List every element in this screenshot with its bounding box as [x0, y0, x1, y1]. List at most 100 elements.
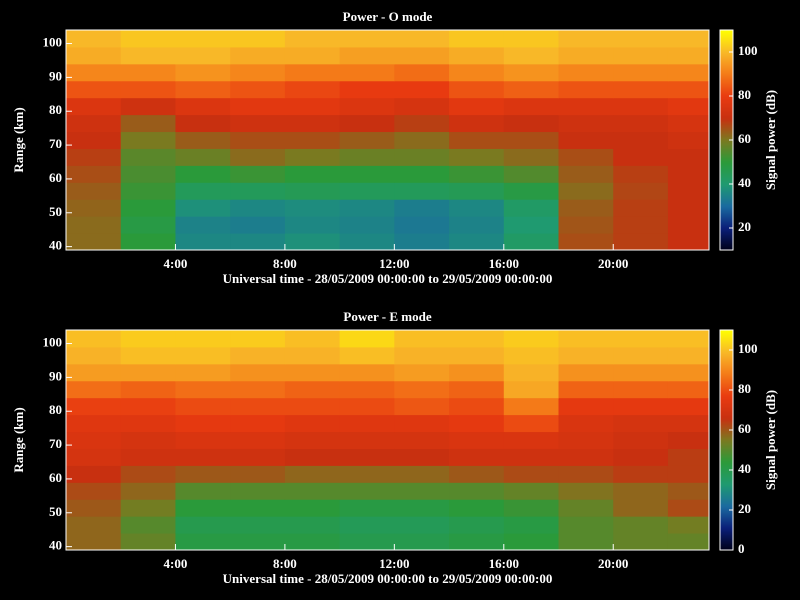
- heat-cell: [613, 80, 669, 99]
- heat-cell: [613, 516, 669, 534]
- heat-cell: [339, 465, 395, 483]
- heat-cell: [667, 533, 710, 551]
- heat-cell: [339, 30, 395, 48]
- heat-cell: [503, 233, 560, 251]
- heat-cell: [230, 233, 286, 251]
- heat-cell: [175, 533, 231, 551]
- heat-cell: [120, 397, 176, 416]
- colorbar-step: [720, 74, 733, 77]
- heat-cell: [394, 397, 450, 416]
- colorbar-step: [720, 84, 733, 87]
- heat-cell: [66, 397, 122, 416]
- heat-cell: [120, 30, 176, 48]
- heat-cell: [558, 380, 614, 399]
- heat-cell: [230, 448, 286, 466]
- colorbar-step: [720, 348, 733, 351]
- colorbar-step: [720, 486, 733, 489]
- heat-cell: [558, 30, 614, 48]
- heat-cell: [558, 516, 614, 534]
- x-tick-label: 4:00: [164, 556, 188, 571]
- x-axis-label: Universal time - 28/05/2009 00:00:00 to …: [223, 271, 553, 286]
- heat-cell: [120, 63, 176, 82]
- colorbar-step: [720, 540, 733, 543]
- x-axis-label: Universal time - 28/05/2009 00:00:00 to …: [223, 571, 553, 586]
- colorbar-step: [720, 418, 733, 421]
- heat-cell: [394, 414, 450, 433]
- heat-cell: [558, 131, 614, 149]
- colorbar-step: [720, 492, 733, 495]
- colorbar-step: [720, 30, 733, 33]
- heat-cell: [120, 233, 176, 251]
- heat-cell: [230, 499, 286, 517]
- heat-cell: [230, 414, 286, 433]
- colorbar-step: [720, 106, 733, 109]
- heat-cell: [558, 465, 614, 483]
- colorbar-step: [720, 36, 733, 39]
- colorbar-step: [720, 362, 733, 365]
- heat-cell: [230, 533, 286, 551]
- colorbar-step: [720, 118, 733, 121]
- heat-cell: [667, 165, 710, 183]
- heat-cell: [503, 80, 560, 99]
- colorbar-step: [720, 212, 733, 215]
- heat-cell: [394, 499, 450, 517]
- heat-cell: [449, 516, 505, 534]
- heat-cell: [394, 330, 450, 348]
- heat-cell: [66, 182, 122, 200]
- colorbar-step: [720, 174, 733, 177]
- heat-cell: [339, 131, 395, 149]
- heat-cell: [120, 216, 176, 234]
- heat-cell: [667, 46, 710, 65]
- heat-cell: [120, 46, 176, 65]
- heat-cell: [394, 431, 450, 449]
- colorbar-step: [720, 548, 733, 551]
- heat-cell: [175, 148, 231, 166]
- colorbar-step: [720, 124, 733, 127]
- colorbar-step: [720, 168, 733, 171]
- y-tick-label: 90: [49, 368, 62, 383]
- heat-cell: [613, 165, 669, 183]
- colorbar-step: [720, 102, 733, 105]
- heat-cell: [120, 414, 176, 433]
- heat-cell: [558, 199, 614, 217]
- colorbar-step: [720, 428, 733, 431]
- colorbar-step: [720, 342, 733, 345]
- x-tick-label: 20:00: [598, 256, 628, 271]
- colorbar-tick-label: 80: [738, 87, 751, 102]
- heat-cell: [120, 199, 176, 217]
- colorbar-step: [720, 530, 733, 533]
- heat-cell: [394, 533, 450, 551]
- heat-cell: [449, 80, 505, 99]
- heat-cell: [667, 30, 710, 48]
- heat-cell: [66, 346, 122, 365]
- colorbar-step: [720, 112, 733, 115]
- colorbar-step: [720, 396, 733, 399]
- heat-cell: [667, 182, 710, 200]
- colorbar-step: [720, 146, 733, 149]
- colorbar-step: [720, 244, 733, 247]
- colorbar-label: Signal power (dB): [763, 90, 778, 190]
- colorbar-step: [720, 140, 733, 143]
- colorbar-step: [720, 60, 733, 63]
- colorbar-step: [720, 488, 733, 491]
- heat-cell: [66, 216, 122, 234]
- colorbar-step: [720, 538, 733, 541]
- y-tick-label: 90: [49, 68, 62, 83]
- colorbar-step: [720, 398, 733, 401]
- colorbar-step: [720, 470, 733, 473]
- colorbar-step: [720, 546, 733, 549]
- colorbar-step: [720, 120, 733, 123]
- heat-cell: [558, 165, 614, 183]
- heat-cell: [66, 330, 122, 348]
- colorbar-step: [720, 444, 733, 447]
- heat-cell: [66, 63, 122, 82]
- heat-cell: [503, 46, 560, 65]
- heat-cell: [339, 482, 395, 500]
- colorbar-step: [720, 86, 733, 89]
- colorbar-step: [720, 520, 733, 523]
- heat-cell: [503, 30, 560, 48]
- heat-cell: [230, 482, 286, 500]
- y-tick-label: 60: [49, 470, 62, 485]
- heat-cell: [394, 363, 450, 382]
- heat-cell: [558, 46, 614, 65]
